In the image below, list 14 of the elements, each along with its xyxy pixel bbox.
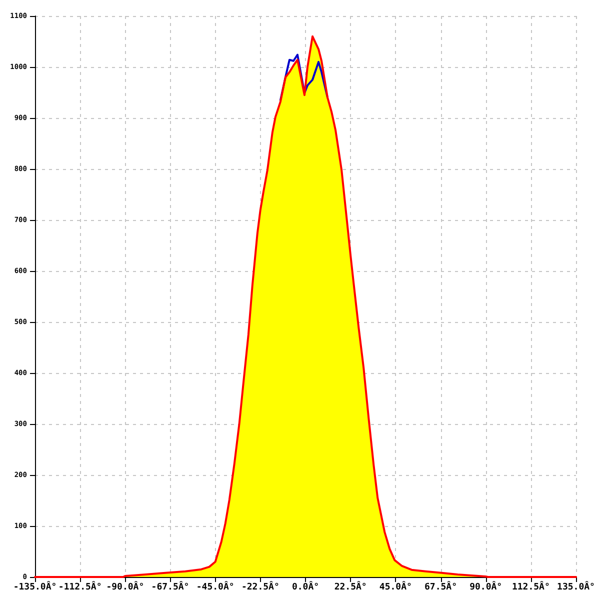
x-tick-label: -67.5Â° [151,580,190,592]
x-tick-label: -135.0Â° [13,580,57,592]
x-tick-label: -22.5Â° [241,580,280,592]
x-tick-label: -90.0Â° [106,580,144,592]
x-tick-label: 112.5Â° [512,580,550,592]
x-tick-label: 135.0Â° [557,580,595,592]
x-tick-label: -45.0Â° [196,580,234,592]
x-tick-label: 45.0Â° [379,580,412,592]
x-tick-label: 67.5Â° [424,580,458,592]
line-series [279,54,329,102]
x-tick-label: 0.0Â° [292,580,320,592]
x-tick-label: 22.5Â° [334,580,367,592]
x-tick-label: 90.0Â° [470,580,502,592]
x-tick-label: -112.5Â° [58,580,102,592]
